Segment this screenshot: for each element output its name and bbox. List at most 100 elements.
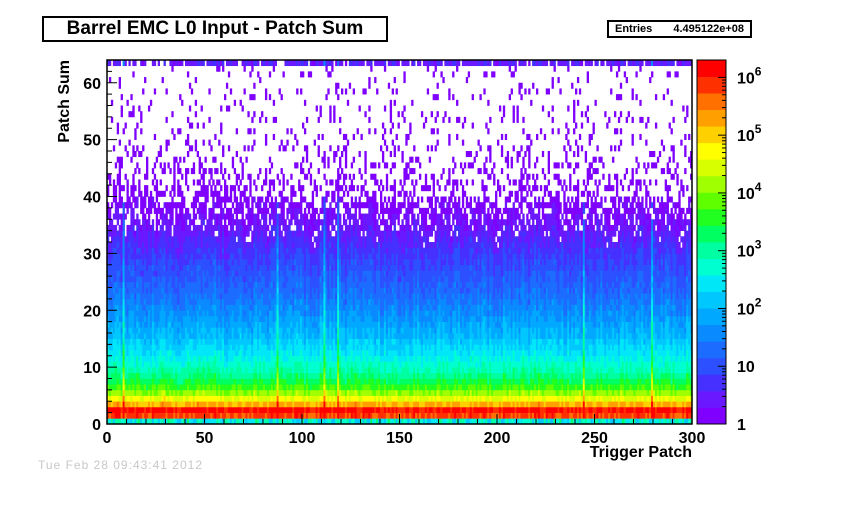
heatmap-cell bbox=[186, 406, 190, 413]
heatmap-cell bbox=[185, 304, 188, 311]
heatmap-cell bbox=[153, 304, 157, 311]
heatmap-cell bbox=[149, 344, 153, 351]
heatmap-cell bbox=[144, 196, 147, 203]
heatmap-cell bbox=[163, 344, 166, 351]
heatmap-cell bbox=[319, 350, 322, 357]
heatmap-cell bbox=[294, 372, 297, 379]
heatmap-cell bbox=[171, 304, 174, 311]
heatmap-cell bbox=[327, 327, 330, 334]
heatmap-cell bbox=[161, 304, 164, 311]
heatmap-cell bbox=[210, 384, 213, 391]
heatmap-cell bbox=[138, 253, 141, 260]
heatmap-cell bbox=[280, 315, 283, 322]
heatmap-cell bbox=[218, 327, 221, 334]
heatmap-cell bbox=[227, 71, 231, 78]
heatmap-cell bbox=[243, 196, 246, 203]
heatmap-cell bbox=[157, 247, 160, 254]
heatmap-cell bbox=[128, 315, 131, 322]
heatmap-cell bbox=[169, 384, 172, 391]
heatmap-cell bbox=[225, 276, 229, 283]
heatmap-cell bbox=[264, 94, 268, 101]
heatmap-cell bbox=[134, 321, 137, 328]
heatmap-cell bbox=[169, 367, 172, 374]
heatmap-cell bbox=[290, 401, 293, 408]
heatmap-cell bbox=[311, 361, 315, 368]
heatmap-cell bbox=[118, 389, 121, 396]
heatmap-cell bbox=[259, 253, 262, 260]
heatmap-cell bbox=[231, 259, 235, 266]
heatmap-cell bbox=[237, 264, 240, 271]
heatmap-cell bbox=[202, 219, 205, 226]
heatmap-cell bbox=[130, 361, 133, 368]
heatmap-cell bbox=[188, 293, 192, 300]
heatmap-cell bbox=[263, 350, 266, 357]
heatmap-cell bbox=[333, 276, 336, 283]
heatmap-cell bbox=[144, 77, 147, 84]
heatmap-cell bbox=[108, 213, 112, 220]
heatmap-cell bbox=[303, 395, 307, 402]
heatmap-cell bbox=[276, 247, 279, 254]
heatmap-cell bbox=[282, 213, 285, 220]
heatmap-cell bbox=[302, 395, 305, 402]
heatmap-cell bbox=[270, 350, 274, 357]
heatmap-cell bbox=[120, 389, 123, 396]
heatmap-cell bbox=[118, 378, 121, 385]
heatmap-cell bbox=[296, 367, 299, 374]
heatmap-cell bbox=[272, 406, 276, 413]
heatmap-cell bbox=[108, 247, 112, 254]
heatmap-cell bbox=[280, 304, 283, 311]
heatmap-cell bbox=[108, 384, 112, 391]
heatmap-cell bbox=[108, 298, 112, 305]
heatmap-cell bbox=[134, 350, 137, 357]
heatmap-cell bbox=[272, 264, 276, 271]
heatmap-cell bbox=[233, 344, 237, 351]
heatmap-cell bbox=[202, 276, 205, 283]
heatmap-cell bbox=[235, 293, 238, 300]
heatmap-cell bbox=[261, 350, 264, 357]
heatmap-cell bbox=[147, 372, 151, 379]
heatmap-cell bbox=[206, 395, 209, 402]
heatmap-cell bbox=[118, 82, 121, 89]
heatmap-cell bbox=[247, 304, 250, 311]
heatmap-cell bbox=[112, 185, 116, 192]
heatmap-cell bbox=[159, 253, 162, 260]
heatmap-cell bbox=[276, 264, 279, 271]
heatmap-cell bbox=[134, 401, 137, 408]
heatmap-cell bbox=[255, 338, 258, 345]
heatmap-cell bbox=[183, 412, 186, 419]
heatmap-cell bbox=[171, 355, 174, 362]
heatmap-cell bbox=[167, 350, 170, 357]
heatmap-cell bbox=[165, 389, 168, 396]
heatmap-cell bbox=[270, 367, 274, 374]
heatmap-cell bbox=[140, 111, 143, 118]
heatmap-cell bbox=[329, 270, 332, 277]
heatmap-cell bbox=[200, 190, 203, 197]
heatmap-cell bbox=[107, 412, 110, 419]
heatmap-cell bbox=[177, 190, 180, 197]
heatmap-cell bbox=[196, 333, 199, 340]
heatmap-cell bbox=[284, 145, 287, 152]
heatmap-cell bbox=[243, 344, 246, 351]
heatmap-cell bbox=[311, 270, 315, 277]
heatmap-cell bbox=[257, 213, 260, 220]
heatmap-cell bbox=[185, 321, 188, 328]
heatmap-cell bbox=[239, 253, 242, 260]
heatmap-cell bbox=[241, 327, 244, 334]
heatmap-cell bbox=[257, 384, 260, 391]
heatmap-cell bbox=[144, 213, 147, 220]
heatmap-cell bbox=[239, 207, 242, 214]
heatmap-cell bbox=[294, 162, 297, 169]
heatmap-cell bbox=[107, 401, 110, 408]
heatmap-cell bbox=[225, 310, 229, 317]
heatmap-cell bbox=[227, 276, 231, 283]
heatmap-cell bbox=[276, 270, 279, 277]
heatmap-cell bbox=[227, 213, 231, 220]
heatmap-cell bbox=[116, 236, 120, 243]
heatmap-cell bbox=[319, 378, 322, 385]
heatmap-cell bbox=[315, 264, 318, 271]
heatmap-cell bbox=[149, 338, 153, 345]
heatmap-cell bbox=[173, 242, 176, 249]
heatmap-cell bbox=[233, 389, 237, 396]
heatmap-cell bbox=[317, 168, 320, 175]
heatmap-cell bbox=[138, 378, 141, 385]
